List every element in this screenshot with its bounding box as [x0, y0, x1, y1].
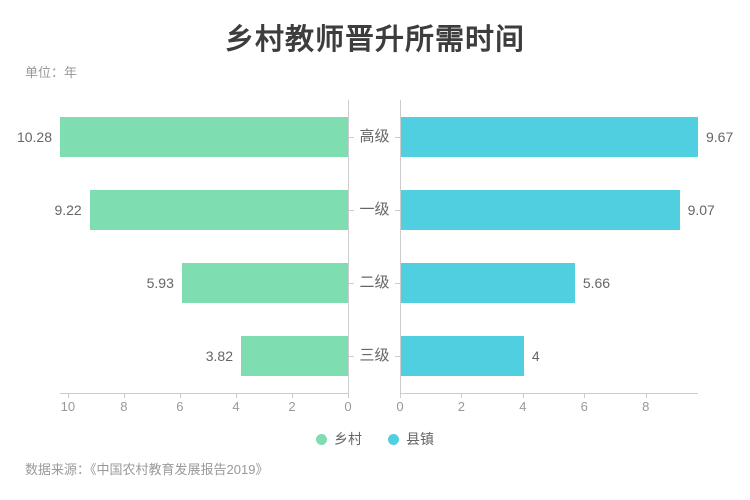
legend-item-乡村[interactable]: 乡村 — [316, 429, 362, 449]
category-label: 一级 — [359, 200, 390, 218]
category-tick-right — [395, 356, 400, 358]
town-bar-高级[interactable] — [401, 116, 698, 157]
left-axis-tick-label: 2 — [288, 399, 296, 414]
left-axis-tick — [348, 393, 349, 398]
category-tick-left — [349, 283, 354, 285]
rural-value-label: 10.28 — [16, 128, 52, 145]
category-tick-right — [395, 283, 400, 285]
left-axis-tick — [235, 393, 237, 398]
town-bar-二级[interactable] — [401, 263, 575, 304]
right-axis-tick-label: 2 — [457, 399, 466, 414]
town-value-label: 9.07 — [687, 201, 715, 218]
category-axis: 高级 一级 二级 三级 — [349, 100, 400, 393]
left-axis-tick — [291, 393, 293, 398]
category-tick-right — [395, 209, 400, 211]
town-value-label: 5.66 — [582, 275, 611, 292]
left-axis-tick — [67, 393, 69, 398]
rural-bar-一级[interactable] — [89, 189, 348, 230]
right-axis-tick-label: 0 — [396, 399, 404, 414]
rural-bar-三级[interactable] — [240, 336, 348, 377]
unit-label: 单位：年 — [25, 65, 78, 80]
chart-legend: 乡村 县镇 — [0, 429, 750, 449]
right-axis-tick — [400, 393, 401, 398]
category-tick-right — [395, 136, 400, 138]
rural-value-label: 3.82 — [205, 348, 233, 365]
left-axis-tick — [123, 393, 125, 398]
legend-dot-icon — [316, 433, 327, 445]
town-value-label: 4 — [531, 348, 540, 365]
left-axis-tick-label: 10 — [60, 399, 76, 414]
town-value-label: 9.67 — [706, 128, 734, 145]
left-axis-tick-label: 4 — [232, 399, 240, 414]
category-tick-left — [349, 136, 354, 138]
right-axis-tick-label: 6 — [580, 399, 588, 414]
rural-bar-二级[interactable] — [181, 263, 348, 304]
legend-dot-icon — [388, 433, 399, 445]
legend-item-县镇[interactable]: 县镇 — [388, 429, 434, 449]
category-label: 高级 — [359, 127, 390, 145]
right-axis-tick-label: 4 — [519, 399, 527, 414]
right-axis-tick-label: 8 — [642, 399, 650, 414]
left-axis-tick-label: 8 — [120, 399, 128, 414]
chart-title: 乡村教师晋升所需时间 — [224, 24, 525, 56]
right-axis-tick — [645, 393, 647, 398]
category-tick-left — [349, 356, 354, 358]
data-source-label: 数据来源：《中国农村教育发展报告2019》 — [25, 462, 269, 477]
left-axis-tick-label: 6 — [176, 399, 184, 414]
left-axis-tick-label: 0 — [344, 399, 352, 414]
town-bar-三级[interactable] — [401, 336, 524, 377]
legend-label: 县镇 — [406, 431, 434, 447]
category-label: 二级 — [359, 274, 390, 292]
rural-value-label: 5.93 — [146, 275, 174, 292]
category-tick-left — [349, 209, 354, 211]
rural-value-label: 9.22 — [54, 201, 82, 218]
left-axis-tick — [179, 393, 181, 398]
town-bar-一级[interactable] — [401, 189, 680, 230]
rural-bar-高级[interactable] — [60, 116, 348, 157]
legend-label: 乡村 — [334, 431, 362, 447]
category-label: 三级 — [359, 347, 390, 365]
rural-series-plot: 10.28 9.22 5.93 3.82 — [17, 100, 349, 394]
right-axis-tick — [522, 393, 524, 398]
right-axis-tick — [584, 393, 586, 398]
town-series-plot: 9.67 9.07 5.66 4 — [400, 100, 733, 394]
right-axis-tick — [461, 393, 463, 398]
